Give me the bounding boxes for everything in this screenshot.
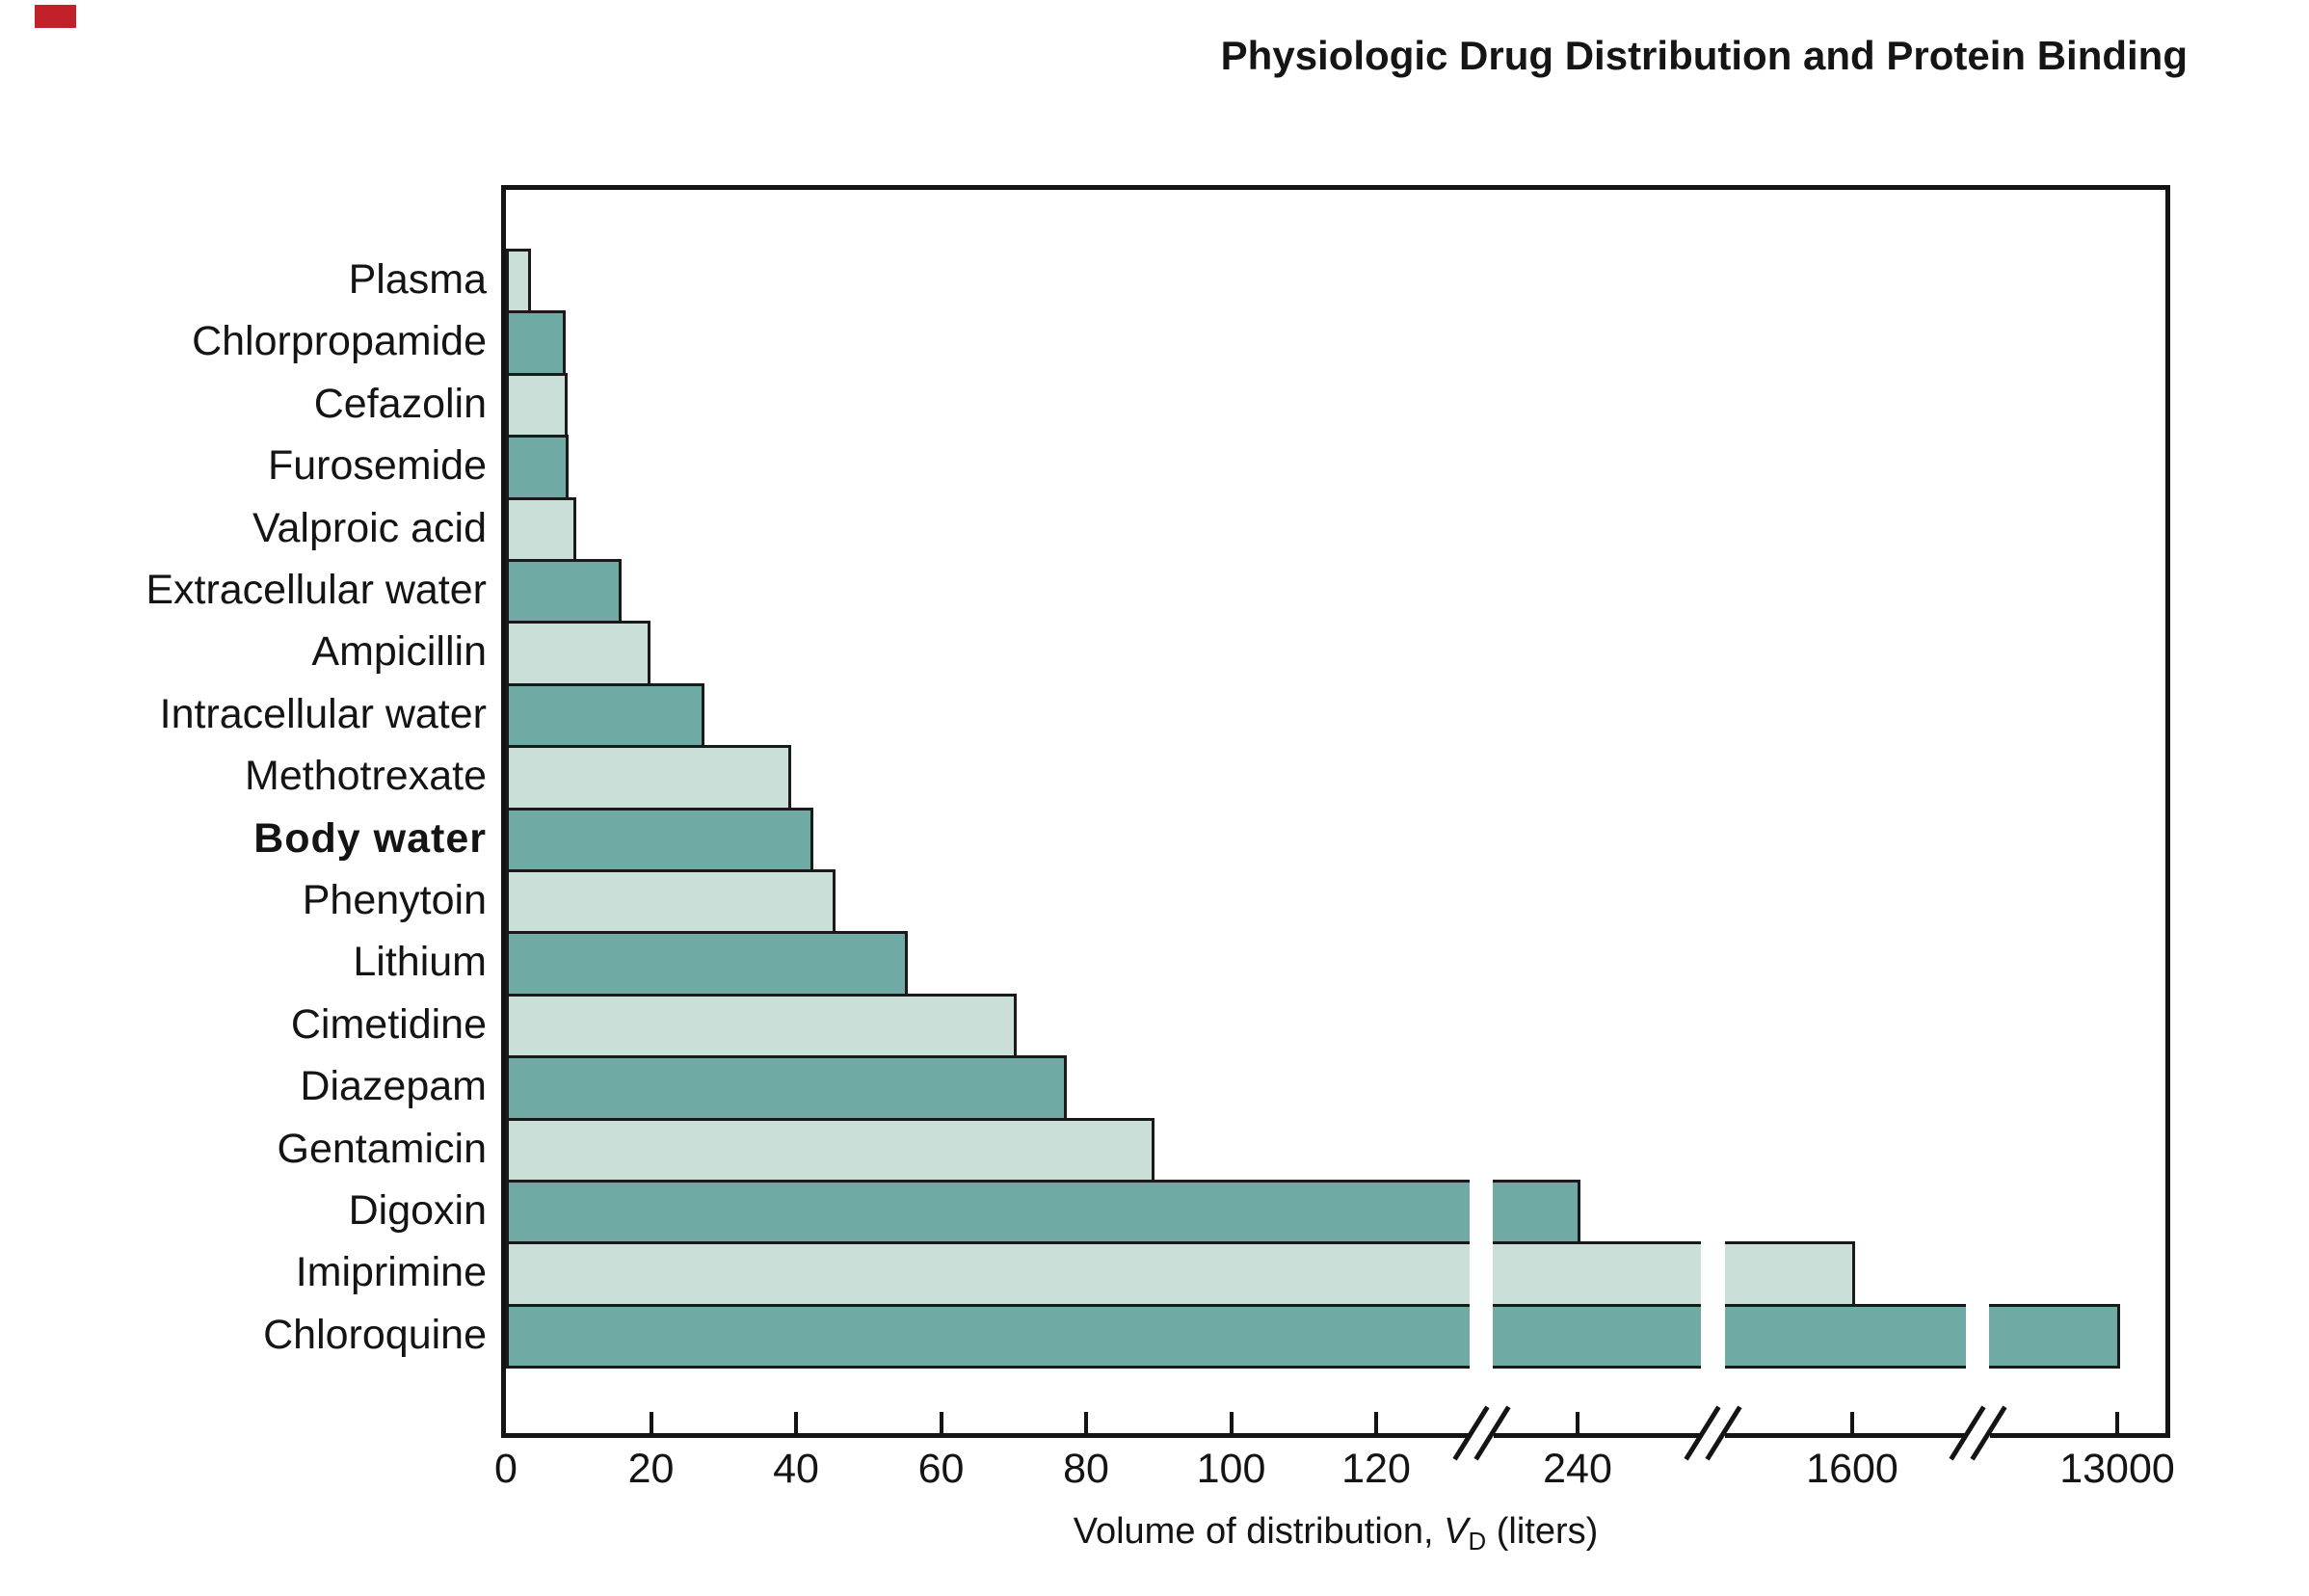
plot-area — [501, 185, 2170, 1438]
category-label-lithium: Lithium — [353, 939, 487, 986]
category-label-valproic-acid: Valproic acid — [252, 504, 487, 551]
bar-chloroquine — [506, 1303, 2120, 1370]
bar-break-stripe-2 — [1701, 1237, 1725, 1373]
bar-chlorpropamide — [506, 310, 566, 376]
category-label-cimetidine: Cimetidine — [290, 1000, 487, 1048]
x-axis-label: Volume of distribution, VD (liters) — [506, 1511, 2165, 1556]
red-corner-mark — [35, 5, 76, 28]
x-tick-120 — [1374, 1412, 1378, 1433]
x-axis-label-variable: V — [1444, 1511, 1469, 1552]
x-tick-1600 — [1850, 1412, 1854, 1433]
category-label-ampicillin: Ampicillin — [311, 628, 487, 676]
x-tick-label-13000: 13000 — [2059, 1446, 2175, 1492]
category-label-digoxin: Digoxin — [348, 1187, 487, 1234]
bar-gentamicin — [506, 1117, 1154, 1183]
bar-cefazolin — [506, 372, 568, 439]
category-label-gentamicin: Gentamicin — [277, 1125, 487, 1172]
x-tick-label-240: 240 — [1543, 1446, 1612, 1492]
bar-lithium — [506, 931, 908, 997]
x-tick-label-20: 20 — [627, 1446, 675, 1492]
x-tick-label-40: 40 — [773, 1446, 819, 1492]
bar-extracellular-water — [506, 559, 622, 625]
bar-furosemide — [506, 435, 570, 500]
bar-break-stripe-3 — [1966, 1299, 1989, 1373]
category-label-chloroquine: Chloroquine — [263, 1311, 487, 1358]
bar-phenytoin — [506, 869, 836, 935]
x-tick-label-100: 100 — [1196, 1446, 1266, 1492]
x-tick-20 — [649, 1412, 653, 1433]
category-label-intracellular-water: Intracellular water — [159, 690, 487, 737]
bar-intracellular-water — [506, 682, 705, 749]
bar-cimetidine — [506, 993, 1017, 1059]
bar-break-stripe-1 — [1470, 1176, 1493, 1373]
category-label-extracellular-water: Extracellular water — [146, 567, 487, 613]
bar-imiprimine — [506, 1241, 1855, 1307]
bar-body-water — [506, 807, 814, 872]
bar-methotrexate — [506, 745, 792, 811]
x-tick-label-120: 120 — [1341, 1446, 1411, 1492]
category-label-cefazolin: Cefazolin — [313, 380, 487, 427]
x-tick-label-0: 0 — [494, 1446, 518, 1492]
bar-valproic-acid — [506, 496, 576, 562]
category-label-chlorpropamide: Chlorpropamide — [192, 318, 487, 365]
category-label-plasma: Plasma — [348, 256, 487, 303]
x-tick-240 — [1576, 1412, 1579, 1433]
x-tick-label-80: 80 — [1063, 1446, 1109, 1492]
x-tick-60 — [939, 1412, 943, 1433]
category-label-imiprimine: Imiprimine — [295, 1249, 487, 1296]
category-label-diazepam: Diazepam — [300, 1063, 487, 1110]
x-tick-label-1600: 1600 — [1806, 1446, 1898, 1492]
x-tick-13000 — [2115, 1412, 2119, 1433]
category-label-furosemide: Furosemide — [267, 442, 487, 490]
x-axis-label-prefix: Volume of distribution, — [1073, 1511, 1445, 1552]
bar-diazepam — [506, 1055, 1068, 1121]
bar-ampicillin — [506, 621, 650, 686]
category-label-phenytoin: Phenytoin — [302, 877, 487, 923]
x-axis-label-subscript: D — [1468, 1529, 1487, 1556]
category-label-body-water: Body water — [253, 814, 487, 862]
x-tick-80 — [1084, 1412, 1088, 1433]
bar-plasma — [506, 249, 531, 314]
chart-title: Physiologic Drug Distribution and Protei… — [1220, 33, 2188, 78]
bar-digoxin — [506, 1180, 1580, 1245]
category-label-methotrexate: Methotrexate — [245, 753, 487, 800]
x-tick-40 — [794, 1412, 798, 1433]
x-tick-100 — [1229, 1412, 1234, 1433]
x-tick-label-60: 60 — [917, 1446, 965, 1492]
x-axis-label-suffix: (liters) — [1486, 1511, 1599, 1552]
